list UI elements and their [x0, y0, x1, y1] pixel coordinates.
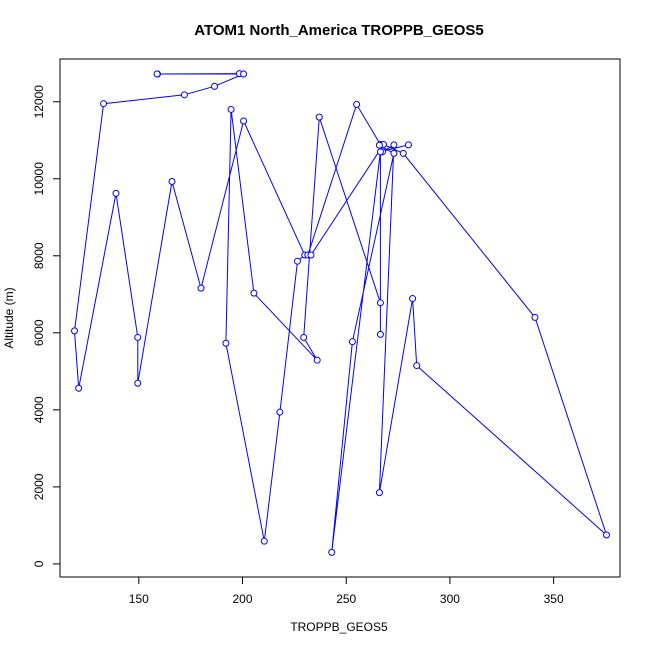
data-point: [300, 333, 308, 341]
data-point: [413, 362, 421, 370]
data-point: [180, 91, 188, 99]
data-point: [376, 299, 384, 307]
data-point: [227, 105, 235, 113]
x-tick-label: 350: [544, 592, 564, 606]
data-point: [376, 148, 384, 156]
data-point: [390, 149, 398, 157]
series-points: [71, 70, 611, 556]
data-point: [276, 408, 284, 416]
y-axis: 0 2000 4000 6000 8000 10000 12000: [32, 85, 61, 567]
y-tick-label: 12000: [32, 85, 46, 119]
data-point: [376, 330, 384, 338]
y-tick-label: 4000: [32, 396, 46, 423]
y-axis-label: Altitude (m): [2, 287, 16, 348]
x-tick-label: 200: [233, 592, 253, 606]
data-point: [404, 141, 412, 149]
data-point: [315, 113, 323, 121]
data-point: [134, 379, 142, 387]
x-axis: 150 200 250 300 350: [129, 576, 564, 606]
data-point: [197, 284, 205, 292]
data-point: [153, 70, 161, 78]
data-point: [375, 141, 383, 149]
data-point: [409, 295, 417, 303]
data-point: [211, 82, 219, 90]
chart-title: ATOM1 North_America TROPPB_GEOS5: [194, 22, 484, 39]
data-point: [328, 548, 336, 556]
x-tick-label: 250: [336, 592, 356, 606]
data-point: [240, 117, 248, 125]
data-point: [112, 189, 120, 197]
data-point: [375, 489, 383, 497]
data-point: [75, 384, 83, 392]
data-point: [313, 356, 321, 364]
data-point: [390, 141, 398, 149]
x-tick-label: 300: [440, 592, 460, 606]
y-tick-label: 8000: [32, 242, 46, 269]
data-point: [222, 339, 230, 347]
x-tick-label: 150: [129, 592, 149, 606]
y-tick-label: 0: [32, 560, 46, 567]
data-point: [250, 289, 258, 297]
data-point: [603, 531, 611, 539]
data-point: [134, 333, 142, 341]
y-tick-label: 10000: [32, 162, 46, 196]
series-lines: [73, 73, 608, 553]
data-point: [531, 313, 539, 321]
data-point: [307, 251, 315, 259]
data-point: [353, 100, 361, 108]
data-point: [293, 257, 301, 265]
y-tick-label: 2000: [32, 473, 46, 500]
series-line: [73, 73, 608, 553]
data-point: [71, 327, 79, 335]
data-point: [348, 338, 356, 346]
data-point: [168, 177, 176, 185]
data-point: [260, 537, 268, 545]
data-point: [100, 100, 108, 108]
x-axis-label: TROPPB_GEOS5: [290, 620, 388, 634]
data-point: [399, 149, 407, 157]
y-tick-label: 6000: [32, 319, 46, 346]
data-point: [240, 70, 248, 78]
